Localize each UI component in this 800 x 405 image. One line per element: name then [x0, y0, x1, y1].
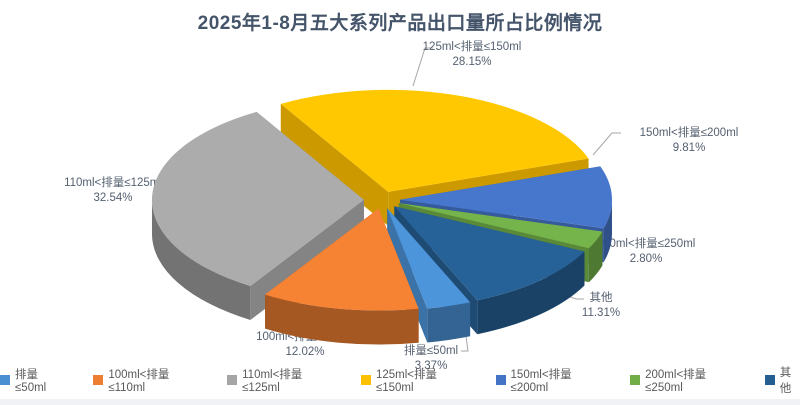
legend-label: 排量≤50ml [14, 369, 47, 394]
legend-item-1[interactable]: 100ml<排量≤110ml [93, 366, 198, 394]
legend-swatch-icon [360, 375, 371, 385]
legend-label: 125ml<排量≤150ml [375, 369, 437, 394]
data-label-percent: 28.15% [452, 56, 492, 69]
data-label-2: 110ml<排量≤125ml 32.54% [64, 176, 162, 206]
data-label-percent: 9.81% [672, 142, 706, 155]
pie-slice-face [151, 199, 251, 320]
pie-slice-1[interactable] [265, 208, 419, 345]
pie-slice-face [387, 208, 471, 309]
legend-item-6[interactable]: 其他 [764, 364, 800, 396]
leader-line-3 [412, 47, 433, 87]
pie-slice-face [280, 103, 389, 226]
data-label-percent: 3.37% [414, 360, 448, 373]
legend-swatch-icon [630, 375, 641, 385]
pie-slice-face [265, 208, 419, 311]
legend-swatch-icon [0, 375, 10, 385]
pie-slice-face [400, 166, 613, 229]
pie-slice-face [151, 111, 364, 286]
legend-label: 100ml<排量≤110ml [108, 369, 170, 394]
pie-slice-face [588, 231, 603, 283]
pie-slice-face [394, 206, 585, 301]
data-label-4: 150ml<排量≤200ml 9.81% [640, 126, 739, 156]
data-label-category: 排量≤50ml [403, 345, 459, 357]
data-label-5: 200ml<排量≤250ml 2.80% [597, 237, 696, 267]
pie-slice-face [280, 89, 589, 192]
data-label-percent: 11.31% [581, 307, 621, 320]
data-label-percent: 32.54% [93, 192, 133, 205]
legend-item-2[interactable]: 110ml<排量≤125ml [227, 366, 332, 394]
data-label-percent: 2.80% [629, 253, 663, 266]
pie-slice-face [427, 302, 471, 343]
legend: 排量≤50ml 100ml<排量≤110ml 110ml<排量≤125ml 125ml… [0, 364, 800, 396]
data-label-0: 排量≤50ml 3.37% [404, 344, 458, 374]
pie-slice-face [265, 294, 419, 345]
legend-label: 其他 [779, 367, 792, 395]
data-label-3: 125ml<排量≤150ml 28.15% [423, 40, 522, 70]
bottom-strip [0, 399, 800, 405]
pie-slice-face [398, 203, 603, 249]
pie-slice-face [477, 251, 585, 335]
legend-swatch-icon [495, 375, 506, 385]
legend-label: 150ml<排量≤200ml [510, 369, 572, 394]
legend-item-0[interactable]: 排量≤50ml [0, 366, 64, 394]
legend-label: 200ml<排量≤250ml [645, 369, 707, 394]
data-label-category: 200ml<排量≤250ml [596, 238, 696, 250]
legend-swatch-icon [227, 375, 238, 385]
legend-item-4[interactable]: 150ml<排量≤200ml [495, 366, 602, 394]
pie-slice-0[interactable] [387, 208, 471, 343]
data-label-category: 150ml<排量≤200ml [639, 127, 739, 139]
legend-label: 110ml<排量≤125ml [242, 369, 303, 394]
legend-item-3[interactable]: 125ml<排量≤150ml [360, 366, 467, 394]
legend-swatch-icon [93, 375, 104, 385]
data-label-category: 125ml<排量≤150ml [422, 41, 522, 53]
data-label-percent: 12.02% [285, 346, 325, 359]
pie-slice-face [603, 199, 613, 263]
legend-swatch-icon [764, 375, 775, 385]
data-label-6: 其他 11.31% [582, 291, 620, 321]
leader-line-4 [592, 132, 621, 156]
chart-title: 2025年1-8月五大系列产品出口量所占比例情况 [197, 13, 603, 34]
data-label-category: 其他 [589, 292, 613, 304]
data-label-category: 110ml<排量≤125ml [64, 177, 162, 189]
legend-item-5[interactable]: 200ml<排量≤250ml [630, 366, 736, 394]
